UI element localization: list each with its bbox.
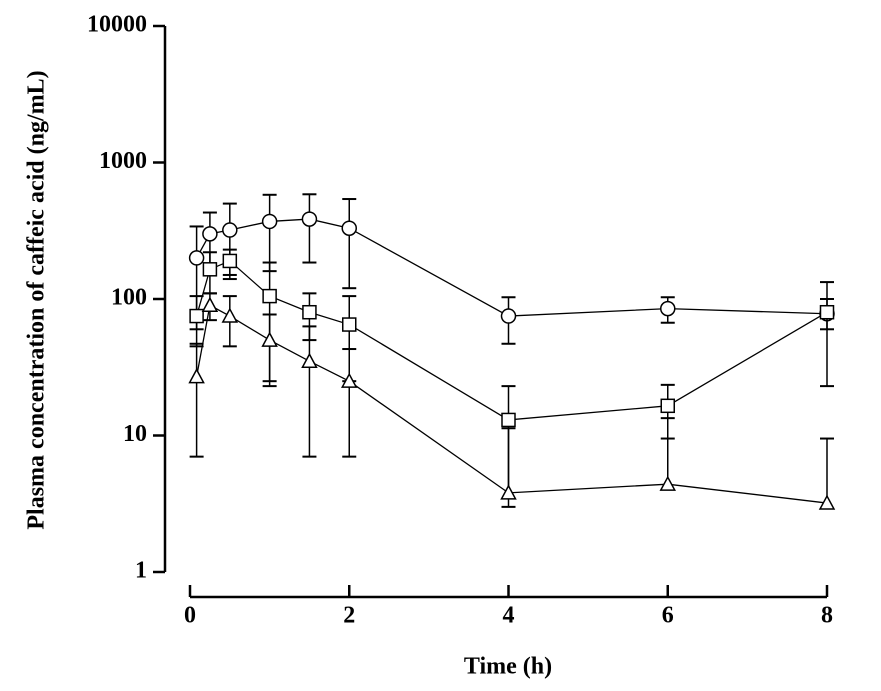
series-line: [195, 260, 828, 421]
data-point: [660, 398, 675, 414]
y-tick-label: 100: [111, 285, 147, 311]
data-point: [342, 317, 357, 332]
data-point: [500, 484, 517, 500]
data-point: [261, 213, 278, 230]
y-tick-label: 1: [135, 558, 147, 584]
x-tick-label: 4: [503, 603, 515, 629]
y-tick-label: 1000: [99, 148, 147, 174]
x-tick-label: 6: [662, 603, 674, 629]
data-point: [188, 250, 205, 266]
data-point: [301, 352, 318, 368]
data-point: [262, 288, 277, 304]
data-point: [818, 494, 836, 510]
data-point: [202, 262, 218, 277]
data-point: [340, 372, 358, 388]
data-point: [222, 222, 238, 238]
data-point: [201, 296, 219, 312]
data-point: [660, 300, 676, 317]
series-line: [196, 218, 828, 317]
data-point: [301, 211, 318, 227]
y-axis-label: Plasma concentration of caffeic acid (ng…: [24, 70, 50, 529]
data-point: [261, 331, 278, 347]
data-point: [302, 304, 317, 320]
data-point: [188, 368, 205, 384]
data-point: [501, 412, 516, 428]
y-tick-label: 10000: [87, 12, 147, 38]
x-tick-label: 0: [184, 603, 196, 629]
x-tick-label: 2: [343, 603, 355, 629]
data-point: [341, 220, 357, 236]
data-point: [819, 304, 835, 320]
x-tick-label: 8: [821, 603, 833, 629]
x-axis-label: Time (h): [464, 654, 552, 680]
y-tick-label: 10: [123, 421, 147, 447]
data-point: [222, 253, 238, 269]
data-point: [659, 475, 677, 491]
data-point: [500, 308, 517, 324]
data-point: [221, 307, 239, 323]
series-line: [195, 304, 828, 504]
data-point: [202, 226, 218, 242]
data-point: [189, 308, 204, 324]
